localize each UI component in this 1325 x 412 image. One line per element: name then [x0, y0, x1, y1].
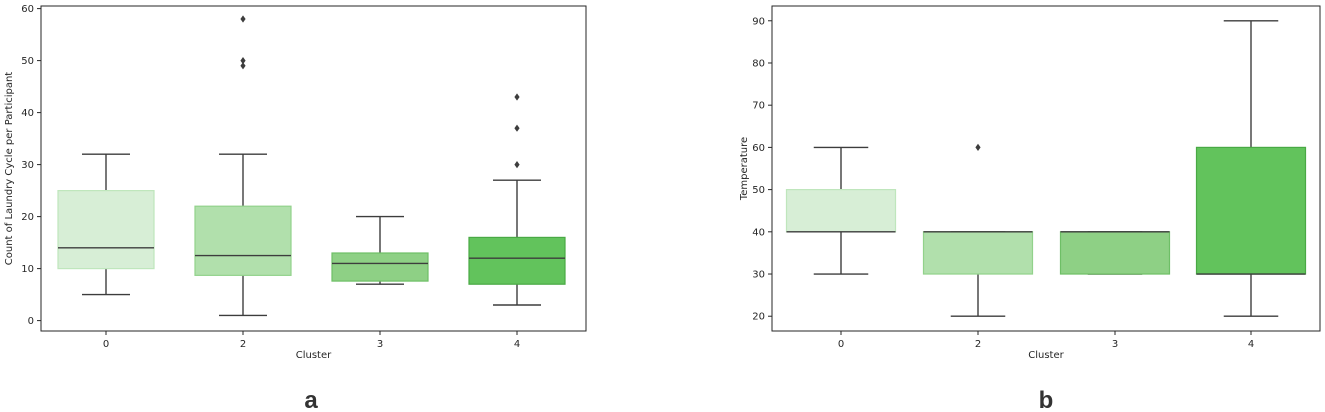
x-tick-label: 3 — [1112, 339, 1118, 350]
box-cluster-4 — [468, 93, 566, 306]
x-tick-label: 4 — [514, 339, 520, 350]
y-axis-label: Temperature — [739, 137, 750, 201]
y-tick-label: 30 — [21, 160, 34, 171]
iqr-box — [57, 190, 155, 270]
iqr-box — [194, 205, 292, 276]
y-tick-label: 70 — [752, 101, 765, 112]
box-cluster-0 — [57, 153, 155, 296]
outlier-point — [240, 57, 246, 65]
iqr-box — [331, 252, 429, 282]
iqr-box — [922, 231, 1034, 275]
y-tick-label: 0 — [28, 316, 34, 327]
chart-panel-b: 20 30 40 50 60 70 80 90 0 2 3 4 Cluster Temperature b — [739, 5, 1321, 412]
chart-panel-a: 0 10 20 30 40 50 60 0 2 3 4 Cluster Count of Laundry… — [4, 4, 587, 412]
iqr-box — [1059, 231, 1171, 275]
y-tick-label: 60 — [752, 143, 765, 154]
y-tick-label: 60 — [21, 4, 34, 15]
x-axis-label: Cluster — [1028, 350, 1064, 361]
plot-frame — [40, 5, 587, 332]
outlier-point — [514, 93, 520, 101]
panel-label: b — [1039, 387, 1054, 412]
iqr-box — [1195, 146, 1307, 275]
y-tick-label: 90 — [752, 16, 765, 27]
iqr-box — [468, 236, 566, 285]
x-tick-label: 2 — [240, 339, 246, 350]
x-tick-label: 3 — [377, 339, 383, 350]
box-cluster-0 — [785, 146, 897, 275]
y-tick-label: 50 — [752, 185, 765, 196]
y-axis-label: Count of Laundry Cycle per Participant — [4, 72, 15, 266]
box-cluster-3 — [1059, 231, 1171, 275]
y-tick-label: 30 — [752, 270, 765, 281]
outlier-point — [240, 62, 246, 70]
y-tick-label: 20 — [752, 312, 765, 323]
x-tick-label: 0 — [103, 339, 109, 350]
plot-frame — [771, 5, 1321, 332]
box-cluster-2 — [922, 143, 1034, 317]
box-cluster-2 — [194, 15, 292, 317]
iqr-box — [785, 189, 897, 233]
y-tick-label: 50 — [21, 56, 34, 67]
x-axis-label: Cluster — [296, 350, 332, 361]
panel-label: a — [304, 387, 318, 412]
box-cluster-3 — [331, 215, 429, 285]
outlier-point — [240, 15, 246, 23]
y-tick-label: 40 — [752, 227, 765, 238]
y-tick-label: 40 — [21, 108, 34, 119]
y-tick-label: 20 — [21, 212, 34, 223]
y-tick-label: 80 — [752, 58, 765, 69]
outlier-point — [514, 124, 520, 132]
outlier-point — [514, 161, 520, 169]
x-tick-label: 4 — [1248, 339, 1254, 350]
x-tick-label: 2 — [975, 339, 981, 350]
x-tick-label: 0 — [838, 339, 844, 350]
y-tick-label: 10 — [21, 264, 34, 275]
outlier-point — [975, 143, 981, 151]
box-cluster-4 — [1195, 20, 1307, 317]
